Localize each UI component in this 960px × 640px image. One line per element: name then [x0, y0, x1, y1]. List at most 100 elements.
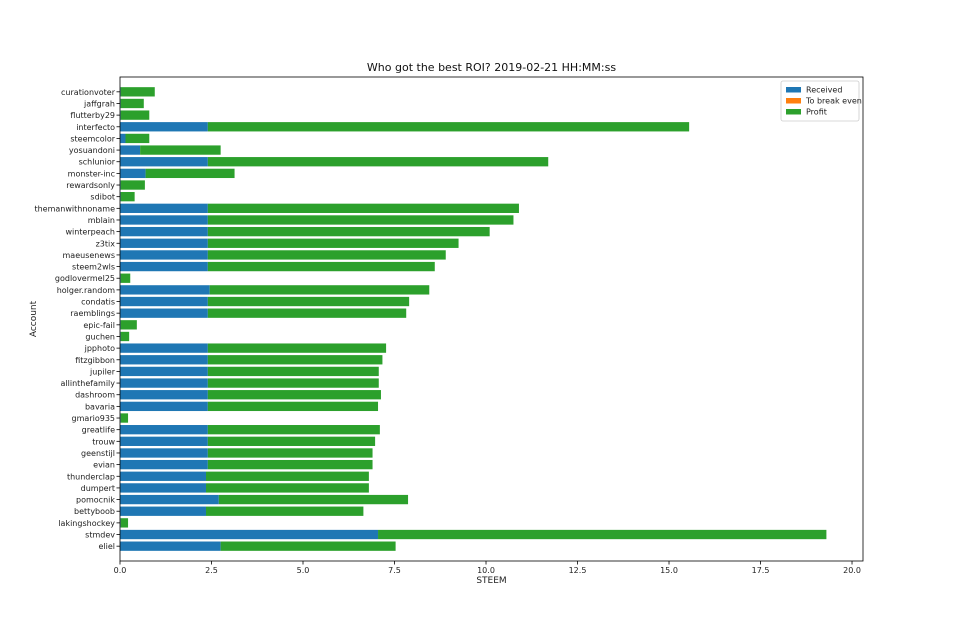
legend-label: Received: [806, 86, 842, 95]
bar-received-thunderclap: [120, 471, 207, 481]
bar-profit-thunderclap: [206, 471, 369, 481]
x-tick-label: 7.5: [388, 566, 401, 575]
bar-received-monster-inc: [120, 168, 146, 179]
y-tick-label-schlunior: schlunior: [79, 158, 116, 167]
y-tick-label-bavaria: bavaria: [85, 402, 115, 411]
y-tick-label-condatis: condatis: [81, 298, 115, 307]
bar-profit-schlunior: [207, 157, 549, 167]
y-axis-ticks: curationvoter jaffgrah flutterby29 interfec…: [34, 88, 120, 551]
bar-received-raemblings: [120, 308, 208, 318]
bar-profit-jaffgrah: [120, 98, 144, 109]
bar-profit-trouw: [207, 436, 376, 446]
y-tick-label-geenstijl: geenstijl: [81, 449, 115, 458]
x-tick-label: 0.0: [114, 566, 127, 575]
bar-received-yosuandoni: [120, 145, 141, 155]
y-tick-label-sdibot: sdibot: [90, 193, 115, 202]
y-tick-label-greatlife: greatlife: [82, 426, 115, 435]
y-tick-label-bettyboob: bettyboob: [74, 507, 115, 516]
bar-profit-allinthefamily: [207, 378, 379, 388]
y-tick-label-z3tix: z3tix: [96, 239, 116, 248]
x-tick-label: 15.0: [660, 566, 678, 575]
bar-profit-curationvoter: [120, 87, 155, 97]
bar-profit-dumpert: [206, 483, 369, 493]
y-tick-label-godlovermel25: godlovermel25: [55, 274, 115, 283]
y-tick-label-maeusenews: maeusenews: [63, 251, 115, 260]
bar-received-fitzgibbon: [120, 355, 208, 365]
bar-received-greatlife: [120, 425, 208, 435]
bar-profit-jpphoto: [207, 343, 387, 353]
plot-frame: [119, 76, 864, 562]
y-tick-label-interfecto: interfecto: [76, 123, 115, 132]
bar-profit-rewardsonly: [120, 180, 145, 190]
y-tick-label-dashroom: dashroom: [75, 391, 115, 400]
bar-profit-maeusenews: [207, 250, 446, 260]
y-tick-label-steemcolor: steemcolor: [70, 134, 115, 143]
bar-received-dashroom: [120, 390, 208, 400]
chart-title: Who got the best ROI? 2019-02-21 HH:MM:s…: [367, 61, 616, 74]
bar-received-maeusenews: [120, 250, 208, 260]
bar-profit-interfecto: [207, 122, 690, 132]
bar-received-winterpeach: [120, 226, 208, 237]
bar-profit-sdibot: [120, 192, 135, 202]
y-tick-label-rewardsonly: rewardsonly: [66, 181, 115, 190]
y-tick-label-allinthefamily: allinthefamily: [61, 379, 116, 388]
bar-received-steem2wls: [120, 261, 208, 272]
y-tick-label-holger.random: holger.random: [57, 286, 116, 295]
bar-profit-gmario935: [120, 413, 129, 423]
bar-profit-bettyboob: [206, 506, 364, 516]
bar-profit-mblain: [207, 215, 514, 225]
bar-profit-guchen: [120, 331, 130, 342]
bar-received-geenstijl: [120, 448, 208, 458]
bar-received-trouw: [120, 436, 208, 446]
bars-group: [120, 87, 827, 551]
y-tick-label-stmdev: stmdev: [85, 531, 115, 540]
bar-profit-geenstijl: [207, 448, 373, 458]
bar-profit-yosuandoni: [140, 145, 221, 155]
legend-swatch-to-break-even: [786, 98, 801, 104]
x-tick-label: 17.5: [752, 566, 770, 575]
bar-profit-raemblings: [207, 308, 407, 318]
bar-received-evian: [120, 459, 208, 470]
y-tick-label-trouw: trouw: [92, 437, 115, 446]
bar-received-schlunior: [120, 157, 208, 167]
bar-profit-fitzgibbon: [207, 355, 383, 365]
y-tick-label-jupiler: jupiler: [89, 367, 116, 376]
bar-received-interfecto: [120, 122, 208, 132]
x-axis-ticks: 0.0 2.5 5.0 7.5 10.0 12.5 15.0 17.5 20.0: [114, 561, 861, 575]
bar-profit-monster-inc: [145, 168, 235, 179]
bar-received-z3tix: [120, 238, 208, 248]
bar-profit-winterpeach: [207, 226, 490, 237]
bar-profit-greatlife: [207, 425, 380, 435]
bar-profit-lakingshockey: [120, 518, 129, 528]
bar-profit-evian: [207, 459, 373, 470]
y-tick-label-guchen: guchen: [85, 332, 115, 341]
bar-received-eliel: [120, 541, 221, 551]
y-tick-label-thunderclap: thunderclap: [67, 472, 115, 481]
y-tick-label-eliel: eliel: [98, 542, 115, 551]
y-tick-label-evian: evian: [93, 461, 115, 470]
y-tick-label-epic-fail: epic-fail: [83, 321, 115, 330]
legend-swatch-profit: [786, 109, 801, 115]
bar-profit-z3tix: [207, 238, 459, 248]
bar-profit-holger.random: [209, 285, 430, 295]
bar-received-holger.random: [120, 285, 210, 295]
bar-profit-bavaria: [207, 401, 379, 412]
y-tick-label-themanwithnoname: themanwithnoname: [34, 204, 115, 213]
bar-profit-eliel: [220, 541, 396, 551]
bar-received-stmdev: [120, 529, 379, 540]
bar-received-bettyboob: [120, 506, 207, 516]
legend-swatch-received: [786, 87, 801, 93]
bar-profit-dashroom: [207, 390, 381, 400]
y-tick-label-jpphoto: jpphoto: [84, 344, 115, 353]
y-tick-label-pomocnik: pomocnik: [76, 496, 115, 505]
bar-profit-jupiler: [207, 366, 379, 377]
legend: Received To break even Profit: [780, 80, 862, 122]
x-tick-label: 20.0: [843, 566, 861, 575]
bar-received-allinthefamily: [120, 378, 208, 388]
y-tick-label-winterpeach: winterpeach: [65, 228, 115, 237]
y-tick-label-gmario935: gmario935: [72, 414, 115, 423]
bar-received-dumpert: [120, 483, 207, 493]
x-tick-label: 12.5: [569, 566, 587, 575]
y-tick-label-raemblings: raemblings: [70, 309, 115, 318]
